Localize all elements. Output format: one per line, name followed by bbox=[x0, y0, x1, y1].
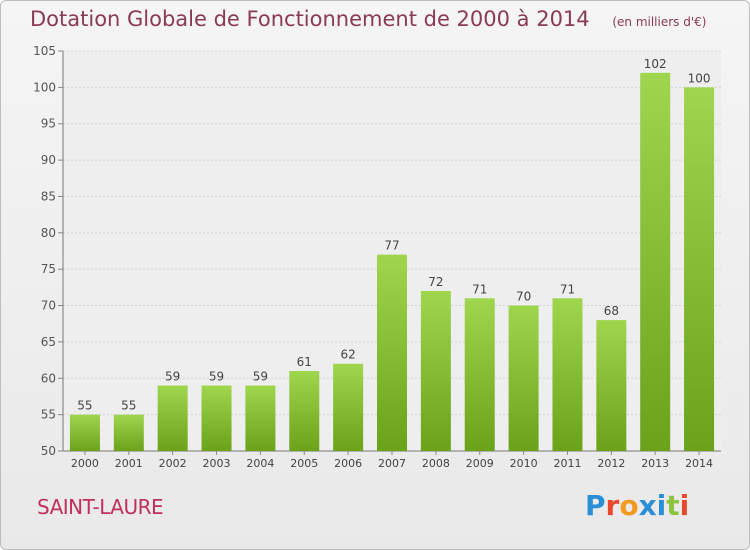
bar bbox=[640, 72, 671, 452]
x-tick-label: 2008 bbox=[422, 457, 450, 470]
bar-value-label: 77 bbox=[384, 239, 399, 253]
bar bbox=[113, 414, 144, 451]
bar bbox=[289, 371, 320, 451]
bar bbox=[552, 298, 583, 451]
x-tick-label: 2012 bbox=[597, 457, 625, 470]
x-tick-label: 2013 bbox=[641, 457, 669, 470]
logo-letter: x bbox=[638, 489, 657, 522]
bar bbox=[333, 363, 364, 451]
bar-value-label: 61 bbox=[297, 355, 312, 369]
y-tick-label: 75 bbox=[41, 262, 56, 276]
y-tick-label: 85 bbox=[41, 189, 56, 203]
x-tick-label: 2009 bbox=[466, 457, 494, 470]
bar-value-label: 102 bbox=[644, 57, 667, 71]
y-tick-label: 100 bbox=[33, 80, 56, 94]
x-tick-label: 2007 bbox=[378, 457, 406, 470]
bar-value-label: 55 bbox=[77, 399, 92, 413]
y-tick-label: 90 bbox=[41, 153, 56, 167]
bar-value-label: 62 bbox=[340, 348, 355, 362]
proxiti-logo: Proxiti bbox=[585, 489, 689, 522]
bar bbox=[245, 385, 276, 451]
bar-value-label: 59 bbox=[253, 370, 268, 384]
bar-value-label: 100 bbox=[688, 71, 711, 85]
bar bbox=[508, 305, 539, 451]
y-tick-label: 50 bbox=[41, 444, 56, 458]
chart-title: Dotation Globale de Fonctionnement de 20… bbox=[30, 7, 706, 31]
logo-letter: t bbox=[666, 489, 680, 522]
bar-value-label: 68 bbox=[604, 304, 619, 318]
y-tick-label: 55 bbox=[41, 408, 56, 422]
y-tick-label: 65 bbox=[41, 335, 56, 349]
bar-value-label: 59 bbox=[209, 370, 224, 384]
bar-value-label: 72 bbox=[428, 275, 443, 289]
logo-letter: i bbox=[679, 489, 690, 522]
x-tick-label: 2001 bbox=[115, 457, 143, 470]
bar bbox=[377, 254, 407, 451]
logo-letter: o bbox=[619, 489, 639, 522]
bar-value-label: 70 bbox=[516, 290, 531, 304]
x-tick-label: 2004 bbox=[246, 457, 274, 470]
y-tick-label: 105 bbox=[33, 44, 56, 58]
bar bbox=[201, 385, 232, 451]
x-tick-label: 2005 bbox=[290, 457, 318, 470]
chart-title-text: Dotation Globale de Fonctionnement de 20… bbox=[30, 7, 590, 31]
bar-value-label: 59 bbox=[165, 370, 180, 384]
bar-value-label: 55 bbox=[121, 399, 136, 413]
logo-letter: i bbox=[656, 489, 667, 522]
x-tick-label: 2010 bbox=[510, 457, 538, 470]
bar bbox=[684, 87, 715, 451]
x-tick-label: 2006 bbox=[334, 457, 362, 470]
bar-value-label: 71 bbox=[472, 282, 487, 296]
x-tick-label: 2000 bbox=[71, 457, 99, 470]
x-tick-label: 2014 bbox=[685, 457, 713, 470]
logo-letter: r bbox=[605, 489, 620, 522]
logo-letter: P bbox=[585, 489, 606, 522]
bar bbox=[157, 385, 188, 451]
x-tick-label: 2002 bbox=[159, 457, 187, 470]
bar bbox=[464, 298, 495, 451]
x-tick-label: 2011 bbox=[553, 457, 581, 470]
chart-unit: (en milliers d'€) bbox=[612, 15, 707, 29]
y-tick-label: 70 bbox=[41, 299, 56, 313]
bar bbox=[420, 291, 451, 451]
y-tick-label: 80 bbox=[41, 226, 56, 240]
x-tick-label: 2003 bbox=[203, 457, 231, 470]
bar bbox=[596, 320, 627, 451]
y-tick-label: 60 bbox=[41, 371, 56, 385]
y-tick-label: 95 bbox=[41, 117, 56, 131]
town-name: SAINT-LAURE bbox=[37, 495, 164, 519]
bar bbox=[69, 414, 100, 451]
bar-value-label: 71 bbox=[560, 282, 575, 296]
